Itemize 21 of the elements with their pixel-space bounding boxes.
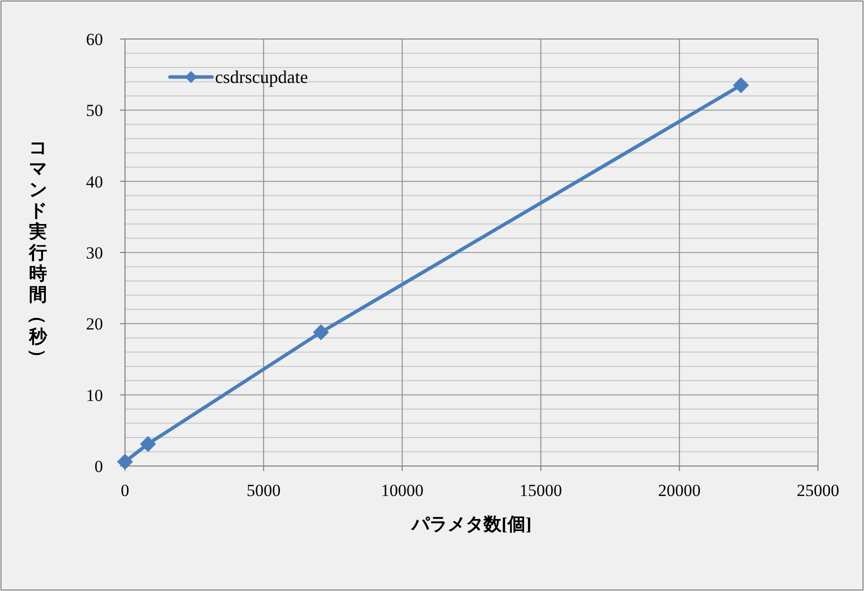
ylabel: コマンド実行時間（秒） xyxy=(28,138,48,366)
point xyxy=(140,436,156,452)
x-tick-label: 0 xyxy=(120,481,130,500)
x-tick-label: 5000 xyxy=(246,481,281,500)
legend: csdrscupdate xyxy=(168,67,308,87)
legend-label: csdrscupdate xyxy=(215,67,308,87)
x-axis-title: パラメタ数[個] xyxy=(410,514,532,534)
x-tick-label: 10000 xyxy=(380,481,424,500)
y-tick-label: 10 xyxy=(86,386,103,405)
y-tick-label: 20 xyxy=(86,314,103,334)
x-tick-label: 25000 xyxy=(796,481,840,500)
x-tick-label: 20000 xyxy=(658,481,701,500)
y-tick-label: 0 xyxy=(94,457,103,476)
y-tick-label: 30 xyxy=(86,244,103,262)
point xyxy=(117,454,133,470)
x-tick-label: 15000 xyxy=(520,481,562,500)
point xyxy=(312,324,329,340)
y-tick-label: 40 xyxy=(86,172,103,192)
point xyxy=(732,77,749,94)
y-tick-label: 60 xyxy=(86,30,103,49)
y-tick-label: 50 xyxy=(86,101,103,120)
